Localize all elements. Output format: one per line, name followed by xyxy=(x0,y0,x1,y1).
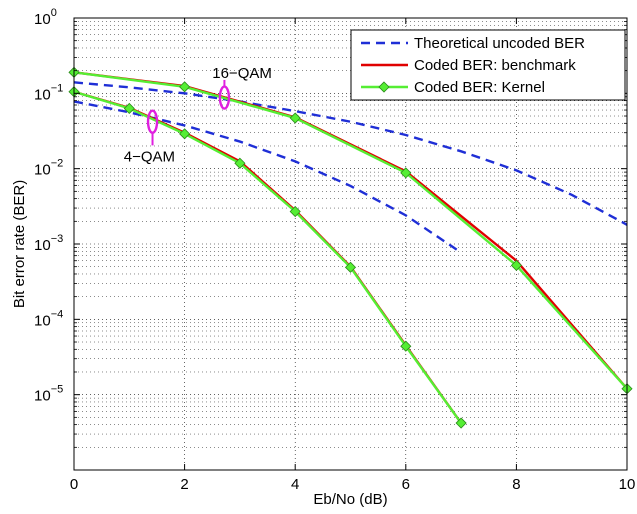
annotation-label: 4−QAM xyxy=(124,148,175,165)
annotations: 16−QAM 4−QAM xyxy=(124,65,272,165)
annotation-label: 16−QAM xyxy=(212,65,272,82)
y-tick-label: 10−5 xyxy=(34,384,63,405)
y-tick-label: 10−1 xyxy=(34,82,63,103)
data-point-marker xyxy=(289,205,301,218)
data-point-marker xyxy=(179,128,191,140)
data-point-marker xyxy=(510,259,522,271)
series-line-4 xyxy=(73,90,463,424)
legend-label-0: Theoretical uncoded BER xyxy=(414,35,585,52)
data-point-marker xyxy=(179,81,191,93)
series-line-1 xyxy=(73,81,628,226)
y-axis-label: Bit error rate (BER) xyxy=(11,180,28,308)
x-tick-label: 2 xyxy=(180,476,188,493)
x-axis-label: Eb/No (dB) xyxy=(313,491,387,508)
data-point-marker xyxy=(289,112,301,124)
data-point-marker xyxy=(400,167,412,179)
legend-label-2: Coded BER: Kernel xyxy=(414,79,545,96)
data-point-marker xyxy=(344,261,357,273)
data-point-marker xyxy=(234,157,246,169)
y-tick-label: 100 xyxy=(34,7,57,28)
series-line-2 xyxy=(73,90,463,424)
legend: Theoretical uncoded BER Coded BER: benchm… xyxy=(350,29,626,101)
data-point-marker xyxy=(455,417,467,429)
x-tick-label: 8 xyxy=(512,476,520,493)
y-tick-label: 10−3 xyxy=(34,233,63,254)
ticks xyxy=(73,17,628,470)
x-tick-label: 0 xyxy=(70,476,78,493)
series-line-5 xyxy=(73,71,628,390)
x-tick-label: 10 xyxy=(619,476,636,493)
legend-label-1: Coded BER: benchmark xyxy=(414,57,576,74)
y-tick-label: 10−2 xyxy=(34,158,63,179)
series-group xyxy=(68,66,633,429)
y-tick-label: 10−4 xyxy=(34,308,63,329)
data-point-marker xyxy=(123,102,135,115)
x-tick-label: 6 xyxy=(402,476,410,493)
annotation-ellipse xyxy=(146,109,159,134)
x-tick-label: 4 xyxy=(291,476,299,493)
data-point-marker xyxy=(400,340,412,352)
series-line-0 xyxy=(73,100,462,254)
legend-marker xyxy=(378,81,390,93)
tick-labels: 0 2 4 6 8 10 10−5 10−4 10−3 10−2 10−1 100 xyxy=(34,7,635,493)
